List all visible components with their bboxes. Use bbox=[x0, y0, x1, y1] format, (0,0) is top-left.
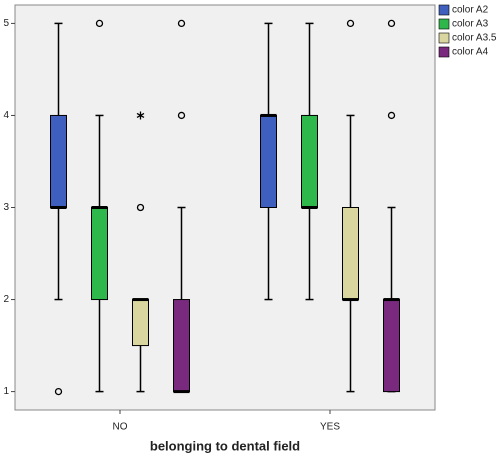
y-tick-label: 3 bbox=[3, 202, 9, 213]
legend-label: color A3.5 bbox=[452, 33, 497, 44]
plot-area bbox=[14, 4, 436, 411]
box bbox=[342, 207, 359, 301]
legend-swatch bbox=[438, 32, 450, 44]
y-tick-label: 5 bbox=[3, 18, 9, 29]
legend-swatch bbox=[438, 46, 450, 58]
x-axis-label: belonging to dental field bbox=[150, 438, 300, 453]
x-tick-label: YES bbox=[320, 422, 340, 433]
outlier bbox=[136, 203, 145, 212]
outlier bbox=[346, 19, 355, 28]
box bbox=[173, 299, 190, 393]
legend-swatch bbox=[438, 18, 450, 30]
legend-swatch bbox=[438, 4, 450, 16]
y-tick-label: 4 bbox=[3, 110, 9, 121]
outlier bbox=[387, 19, 396, 28]
y-tick-label: 1 bbox=[3, 386, 9, 397]
box bbox=[50, 114, 67, 208]
outlier bbox=[54, 387, 63, 396]
x-tick-label: NO bbox=[113, 422, 128, 433]
legend-label: color A3 bbox=[452, 19, 489, 30]
y-tick-label: 2 bbox=[3, 294, 9, 305]
legend-label: color A2 bbox=[452, 5, 489, 16]
legend-label: color A4 bbox=[452, 47, 489, 58]
box bbox=[260, 114, 277, 208]
box bbox=[301, 114, 318, 208]
outlier bbox=[95, 19, 104, 28]
box bbox=[91, 207, 108, 301]
extreme bbox=[136, 111, 145, 120]
outlier bbox=[177, 19, 186, 28]
outlier bbox=[387, 111, 396, 120]
outlier bbox=[177, 111, 186, 120]
box bbox=[383, 299, 400, 393]
box bbox=[132, 299, 149, 347]
